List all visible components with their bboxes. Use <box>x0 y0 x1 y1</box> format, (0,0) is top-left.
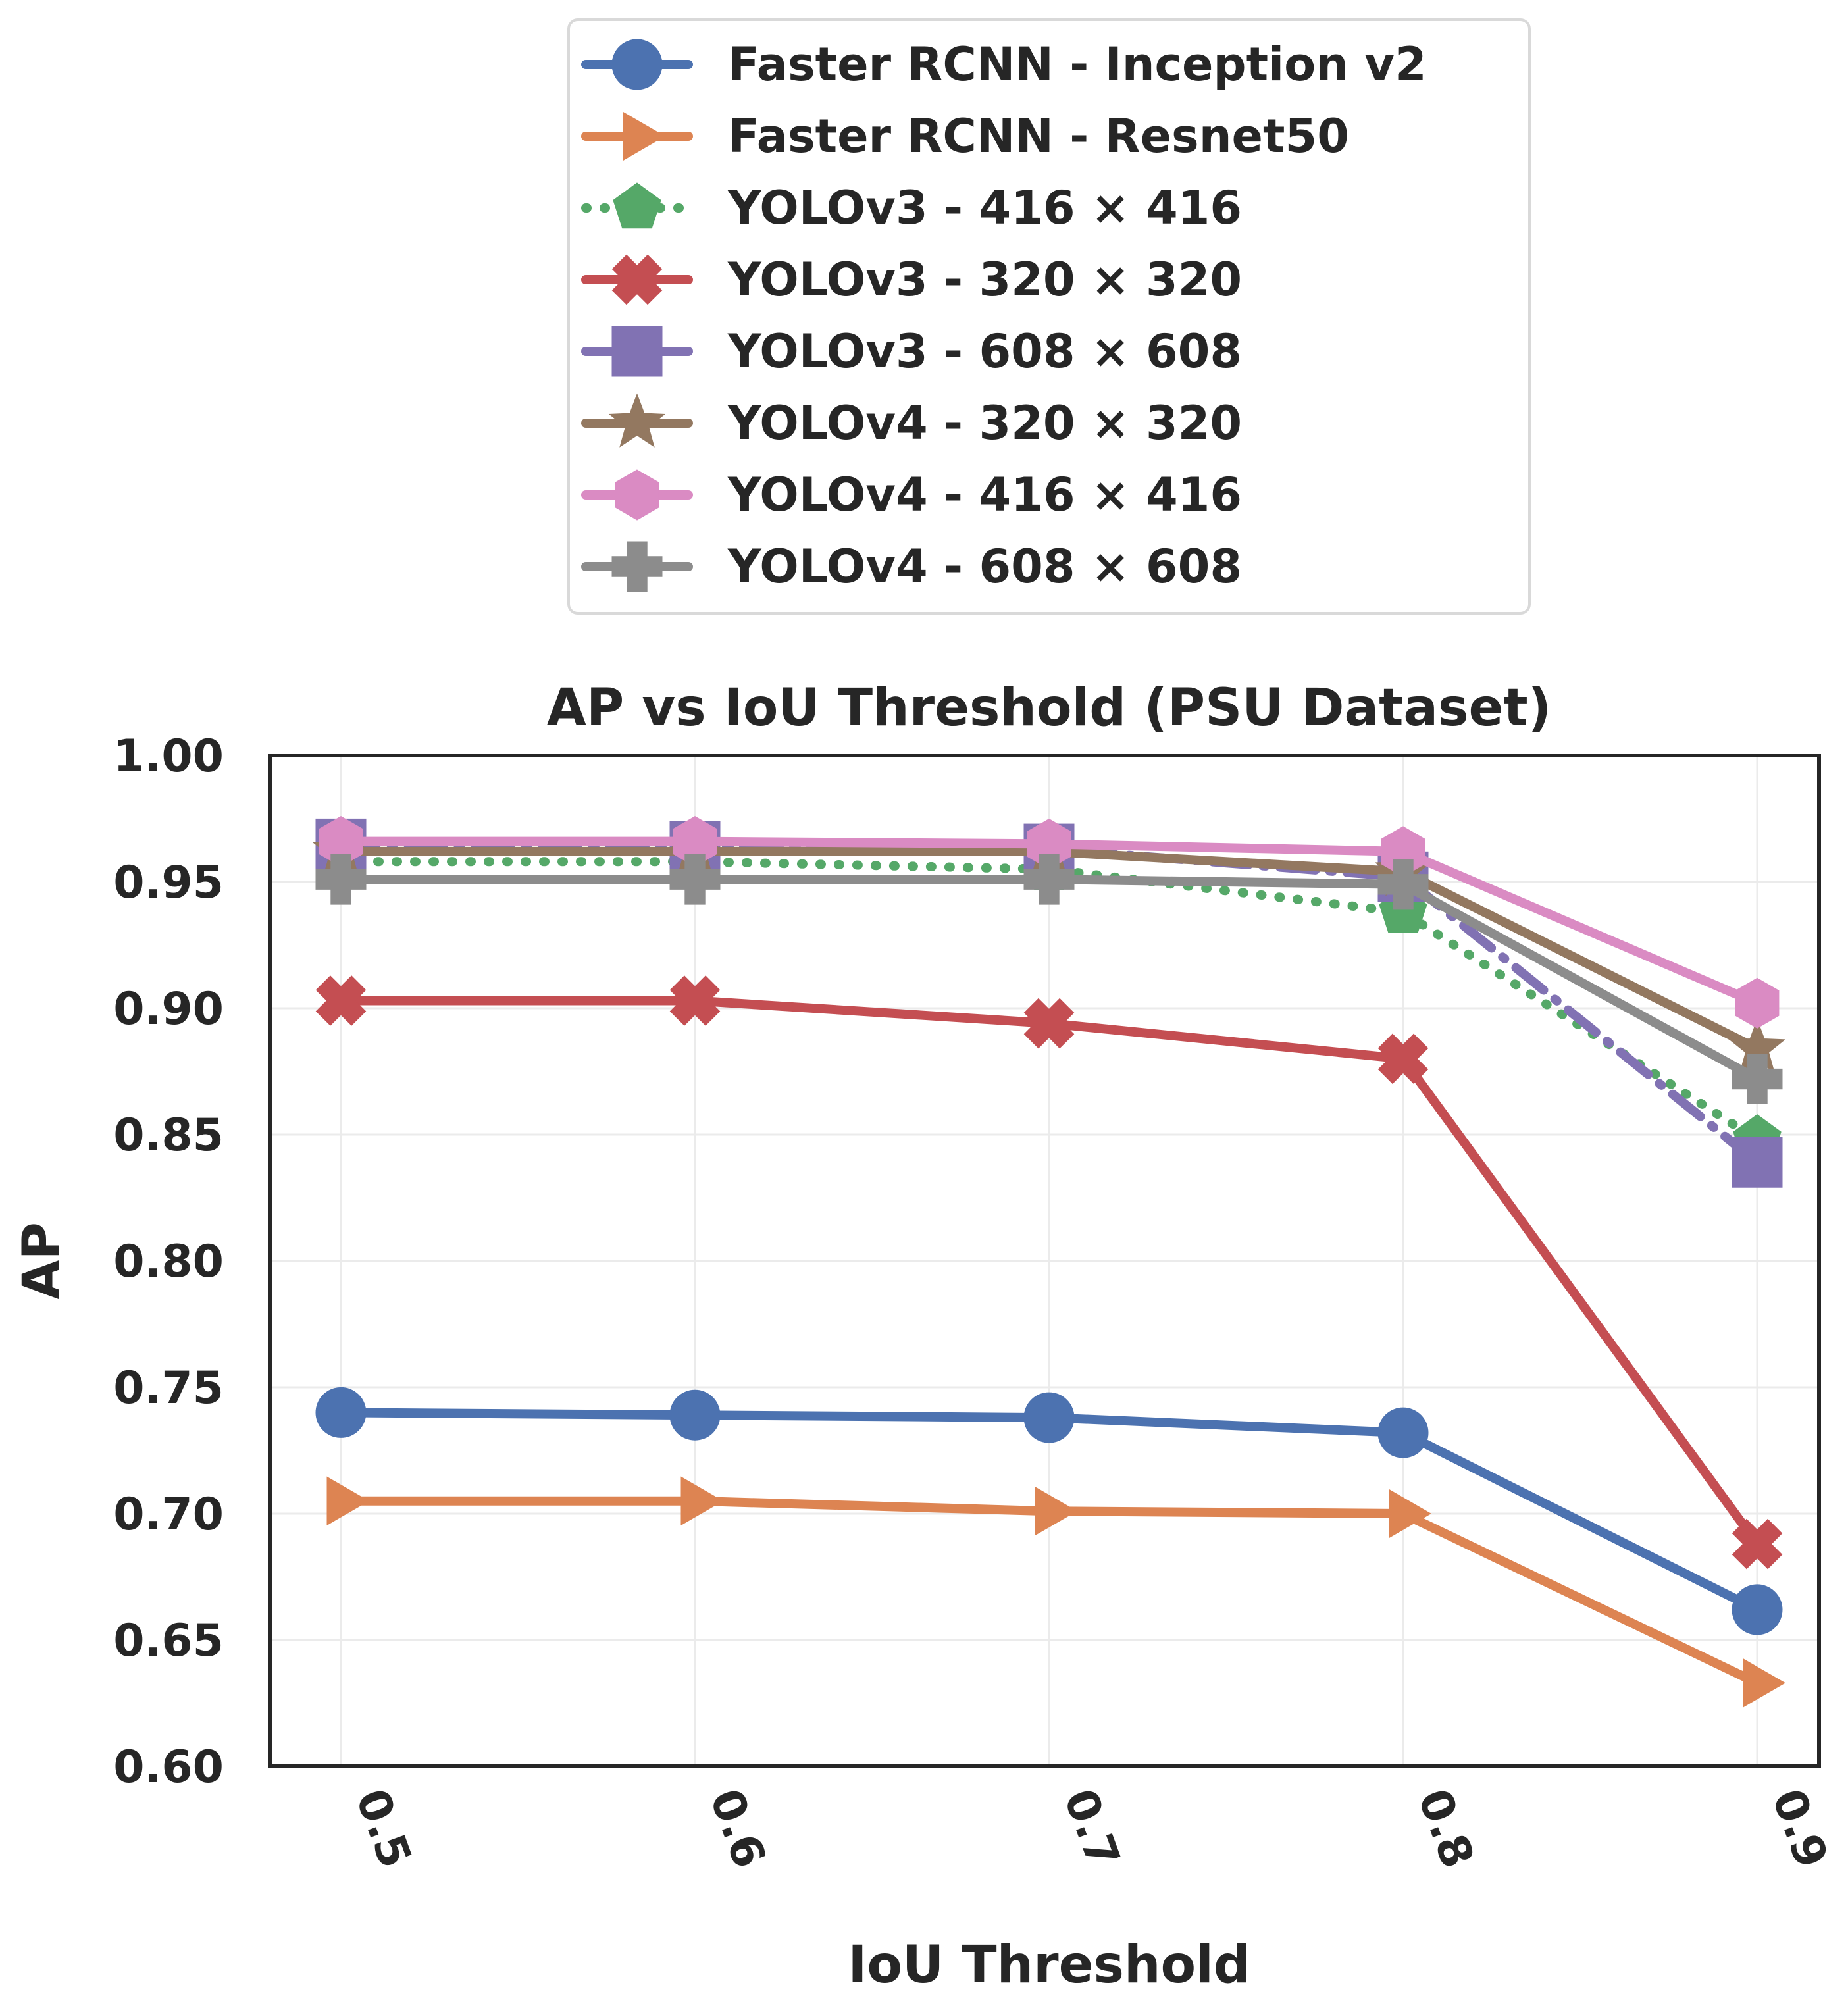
legend-label-5: YOLOv4 - 320 × 320 <box>727 396 1242 450</box>
y-axis-label: AP <box>13 1222 72 1300</box>
series-7-point-4 <box>1732 1054 1783 1105</box>
series-0-point-4 <box>1732 1584 1783 1635</box>
series-3-point-3 <box>1377 1033 1429 1085</box>
legend-entry-4: YOLOv3 - 608 × 608 <box>581 324 1242 378</box>
legend-swatch-marker-0 <box>611 39 663 90</box>
legend-swatch-marker-7 <box>611 541 663 592</box>
y-tick-label-3: 0.75 <box>113 1362 224 1414</box>
series-3-point-2 <box>1023 998 1075 1049</box>
legend-label-6: YOLOv4 - 416 × 416 <box>727 468 1242 522</box>
series-3-point-0 <box>315 975 367 1026</box>
series-6 <box>319 816 1780 1029</box>
series-7-point-2 <box>1023 854 1075 905</box>
legend-label-7: YOLOv4 - 608 × 608 <box>727 540 1242 594</box>
series-1-point-0 <box>326 1476 369 1526</box>
series-0-point-3 <box>1377 1407 1429 1458</box>
x-axis-label: IoU Threshold <box>848 1935 1250 1995</box>
legend-swatch-marker-3 <box>611 254 663 305</box>
series-7-point-0 <box>315 854 367 905</box>
y-tick-label-6: 0.90 <box>113 983 224 1035</box>
series-6-point-4 <box>1735 977 1780 1029</box>
x-axis-ticks: 0.5 0.6 0.7 0.8 0.9 <box>346 1783 1837 1875</box>
series-0-point-2 <box>1023 1392 1075 1443</box>
legend: Faster RCNN - Inception v2 Faster RCNN - … <box>567 18 1531 615</box>
legend-label-2: YOLOv3 - 416 × 416 <box>727 181 1242 235</box>
legend-frame <box>567 18 1531 615</box>
y-tick-label-5: 0.85 <box>113 1110 224 1162</box>
series-1-point-4 <box>1743 1658 1785 1708</box>
legend-entry-7: YOLOv4 - 608 × 608 <box>581 540 1242 594</box>
legend-entry-0: Faster RCNN - Inception v2 <box>581 38 1427 91</box>
x-tick-label-1: 0.6 <box>700 1783 775 1875</box>
x-tick-label-2: 0.7 <box>1054 1783 1129 1875</box>
series-7-point-3 <box>1377 859 1429 910</box>
series-7-point-1 <box>669 854 721 905</box>
y-tick-label-4: 0.80 <box>113 1236 224 1288</box>
legend-label-3: YOLOv3 - 320 × 320 <box>727 253 1242 307</box>
y-axis-ticks: 0.60 0.65 0.70 0.75 0.80 0.85 0.90 0.95 1.00 <box>113 730 224 1793</box>
legend-swatch-marker-6 <box>615 469 659 521</box>
chart-title: AP vs IoU Threshold (PSU Dataset) <box>547 679 1552 738</box>
legend-swatch-marker-5 <box>608 393 666 448</box>
legend-label-4: YOLOv3 - 608 × 608 <box>727 324 1242 378</box>
series-0 <box>315 1387 1783 1635</box>
x-tick-label-4: 0.9 <box>1762 1783 1837 1875</box>
legend-swatch-marker-1 <box>623 111 665 161</box>
legend-entry-6: YOLOv4 - 416 × 416 <box>581 468 1242 522</box>
series-3-point-4 <box>1732 1518 1783 1570</box>
y-tick-label-8: 1.00 <box>113 730 224 782</box>
series-0-point-1 <box>669 1389 721 1441</box>
series-1 <box>326 1476 1785 1708</box>
plot-area <box>268 754 1821 1768</box>
legend-swatch-marker-4 <box>611 326 663 377</box>
legend-entry-2: YOLOv3 - 416 × 416 <box>581 181 1242 235</box>
legend-entry-1: Faster RCNN - Resnet50 <box>581 109 1349 163</box>
y-tick-label-0: 0.60 <box>113 1741 224 1793</box>
x-tick-label-3: 0.8 <box>1408 1783 1483 1875</box>
series-layer <box>312 816 1786 1708</box>
series-4-point-4 <box>1732 1137 1783 1188</box>
plot-frame <box>268 754 1821 1768</box>
series-3 <box>315 975 1783 1570</box>
series-0-point-0 <box>315 1387 367 1438</box>
series-7 <box>315 854 1783 1105</box>
y-tick-label-7: 0.95 <box>113 857 224 909</box>
series-1-point-2 <box>1035 1486 1078 1536</box>
series-line-2 <box>336 857 1762 1144</box>
series-1-point-3 <box>1389 1489 1431 1539</box>
y-tick-label-1: 0.65 <box>113 1615 224 1667</box>
x-tick-label-0: 0.5 <box>346 1783 421 1875</box>
legend-label-1: Faster RCNN - Resnet50 <box>728 109 1349 163</box>
legend-swatch-marker-2 <box>613 182 661 229</box>
legend-label-0: Faster RCNN - Inception v2 <box>728 38 1427 91</box>
series-1-point-1 <box>680 1476 723 1526</box>
series-3-point-1 <box>669 975 721 1026</box>
legend-entry-5: YOLOv4 - 320 × 320 <box>581 393 1242 450</box>
legend-entry-3: YOLOv3 - 320 × 320 <box>581 253 1242 307</box>
y-tick-label-2: 0.70 <box>113 1489 224 1541</box>
